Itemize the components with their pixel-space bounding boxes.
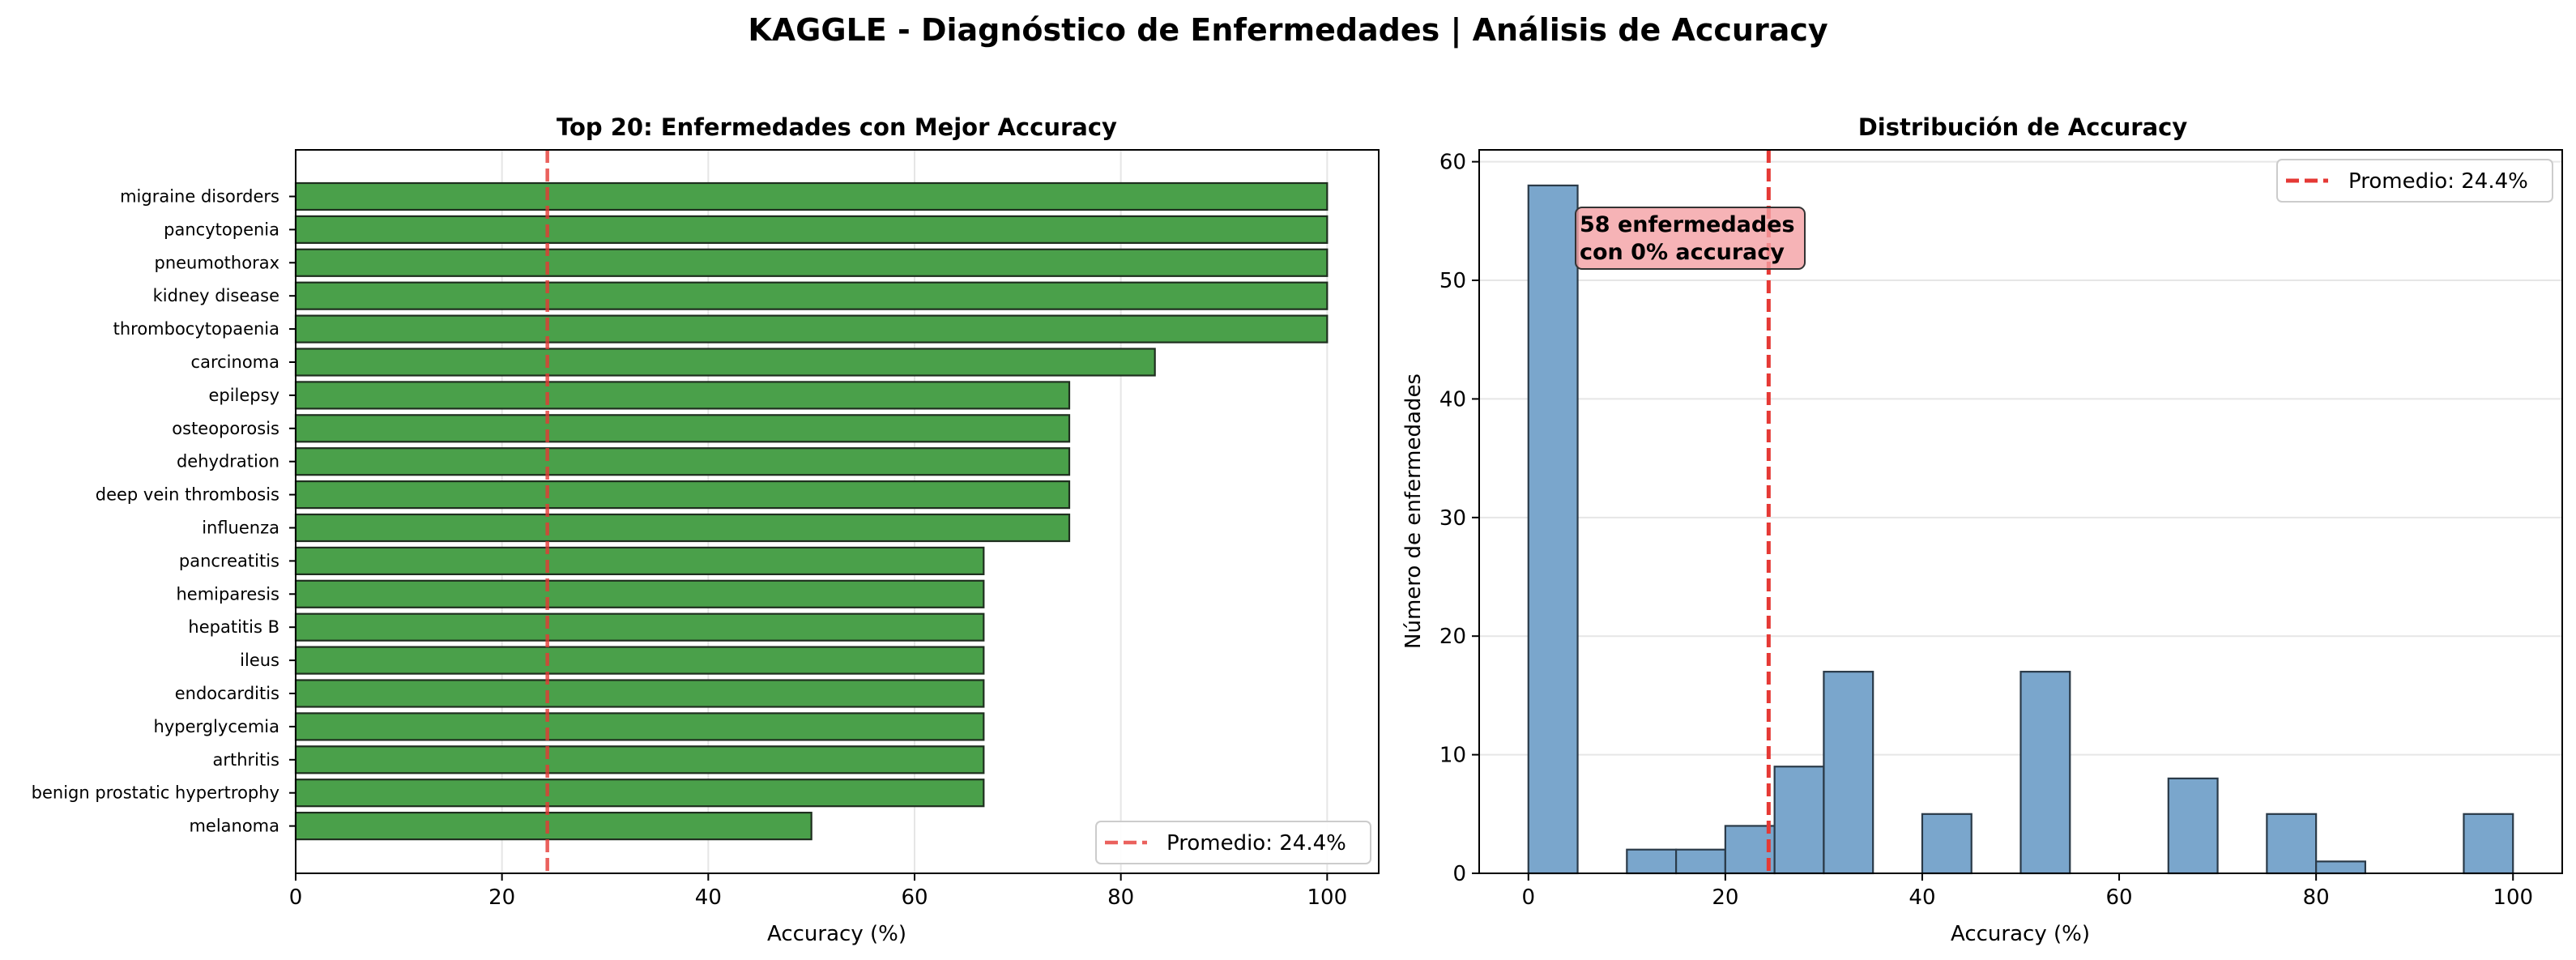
- left-category-label: ileus: [240, 651, 279, 670]
- left-category-label: influenza: [202, 518, 279, 538]
- left-category-label: dehydration: [177, 452, 279, 471]
- histogram-bar: [1527, 184, 1579, 875]
- right-x-tick-label: 80: [2303, 885, 2330, 910]
- right-legend-box: [2276, 159, 2553, 203]
- left-x-axis-label: Accuracy (%): [767, 922, 906, 946]
- right-y-tick-label: 0: [1452, 862, 1466, 886]
- right-y-tick-label: 60: [1439, 151, 1466, 175]
- right-x-tick-label: 40: [1909, 885, 1935, 910]
- histogram-bar: [1724, 825, 1776, 875]
- left-legend-box: [1095, 821, 1371, 864]
- accuracy-histogram: Distribución de Accuracy 0 10 20 30 40 50 60 0…: [1401, 113, 2563, 946]
- left-legend: Promedio: 24.4%: [1095, 821, 1371, 864]
- right-y-tick-label: 10: [1439, 744, 1466, 768]
- left-bar: [294, 646, 985, 675]
- histogram-bar: [2315, 860, 2367, 875]
- left-bar: [294, 612, 985, 642]
- left-x-tick-label: 40: [695, 885, 722, 910]
- left-bar: [294, 480, 1071, 510]
- histogram-bar: [2266, 813, 2318, 875]
- left-bar: [294, 181, 1329, 211]
- zero-accuracy-annotation: 58 enfermedades con 0% accuracy: [1575, 207, 1806, 270]
- left-bar: [294, 414, 1071, 443]
- right-chart-title: Distribución de Accuracy: [1858, 113, 2188, 141]
- left-category-label: carcinoma: [191, 352, 279, 372]
- left-chart-title: Top 20: Enfermedades con Mejor Accuracy: [557, 113, 1117, 141]
- left-bar: [294, 579, 985, 608]
- left-bar: [294, 447, 1071, 476]
- left-category-label: hyperglycemia: [154, 717, 279, 736]
- left-category-label: melanoma: [189, 817, 279, 836]
- left-category-label: endocarditis: [175, 684, 279, 703]
- right-x-tick-label: 60: [2105, 885, 2132, 910]
- histogram-bar: [1626, 848, 1678, 875]
- right-legend: Promedio: 24.4%: [2276, 159, 2553, 203]
- left-bar: [294, 546, 985, 576]
- left-category-label: pneumothorax: [155, 253, 280, 272]
- annotation-box: [1575, 207, 1806, 270]
- left-category-label: hemiparesis: [176, 584, 279, 604]
- left-x-tick-label: 0: [289, 885, 303, 910]
- left-category-label: pancytopenia: [164, 220, 279, 239]
- histogram-bar: [2463, 813, 2514, 875]
- left-bar: [294, 314, 1329, 343]
- left-category-label: kidney disease: [153, 286, 279, 305]
- left-bar: [294, 513, 1071, 543]
- right-y-tick-label: 30: [1439, 506, 1466, 531]
- histogram-bar: [2167, 777, 2219, 875]
- right-legend-label: Promedio: 24.4%: [2348, 169, 2528, 194]
- right-x-tick-label: 100: [2493, 885, 2533, 910]
- right-y-tick-label: 50: [1439, 269, 1466, 293]
- histogram-bar: [1674, 848, 1726, 875]
- right-x-tick-label: 20: [1712, 885, 1738, 910]
- left-bar: [294, 381, 1071, 410]
- right-x-tick-label: 0: [1521, 885, 1535, 910]
- left-bar: [294, 348, 1156, 377]
- left-category-label: arthritis: [212, 750, 279, 770]
- right-y-axis-label: Número de enfermedades: [1401, 373, 1426, 649]
- left-bar: [294, 779, 985, 808]
- left-bar: [294, 248, 1329, 277]
- left-bar: [294, 712, 985, 741]
- left-x-tick-label: 100: [1307, 885, 1348, 910]
- left-x-tick-label: 60: [901, 885, 928, 910]
- left-bar: [294, 215, 1329, 244]
- annotation-line-1: 58 enfermedades: [1580, 212, 1795, 237]
- histogram-bar: [2019, 671, 2071, 875]
- left-category-label: osteoporosis: [172, 419, 279, 438]
- top20-bar-chart: Top 20: Enfermedades con Mejor Accuracy …: [32, 113, 1380, 946]
- right-y-tick-label: 20: [1439, 625, 1466, 649]
- left-category-label: pancreatitis: [179, 551, 279, 570]
- left-bar: [294, 745, 985, 774]
- right-x-axis-label: Accuracy (%): [1951, 922, 2090, 946]
- left-x-tick-label: 80: [1107, 885, 1134, 910]
- left-category-label: hepatitis B: [188, 617, 279, 637]
- left-category-label: epilepsy: [208, 386, 279, 405]
- right-plot-frame: [1478, 149, 2563, 874]
- figure-title: KAGGLE - Diagnóstico de Enfermedades | A…: [748, 12, 1828, 49]
- left-category-label: migraine disorders: [120, 187, 279, 207]
- histogram-bar: [1823, 671, 1874, 875]
- histogram-bar: [1773, 766, 1825, 875]
- left-plot-frame: [295, 149, 1380, 874]
- right-y-tick-label: 40: [1439, 387, 1466, 412]
- left-category-label: thrombocytopaenia: [113, 319, 279, 339]
- left-category-label: benign prostatic hypertrophy: [32, 783, 279, 803]
- histogram-bar: [1921, 813, 1973, 875]
- left-bar: [294, 679, 985, 708]
- left-bar: [294, 281, 1329, 310]
- left-bar: [294, 811, 812, 841]
- annotation-line-2: con 0% accuracy: [1580, 240, 1785, 265]
- left-x-tick-label: 20: [488, 885, 515, 910]
- left-legend-label: Promedio: 24.4%: [1166, 831, 1346, 855]
- left-category-label: deep vein thrombosis: [96, 485, 279, 505]
